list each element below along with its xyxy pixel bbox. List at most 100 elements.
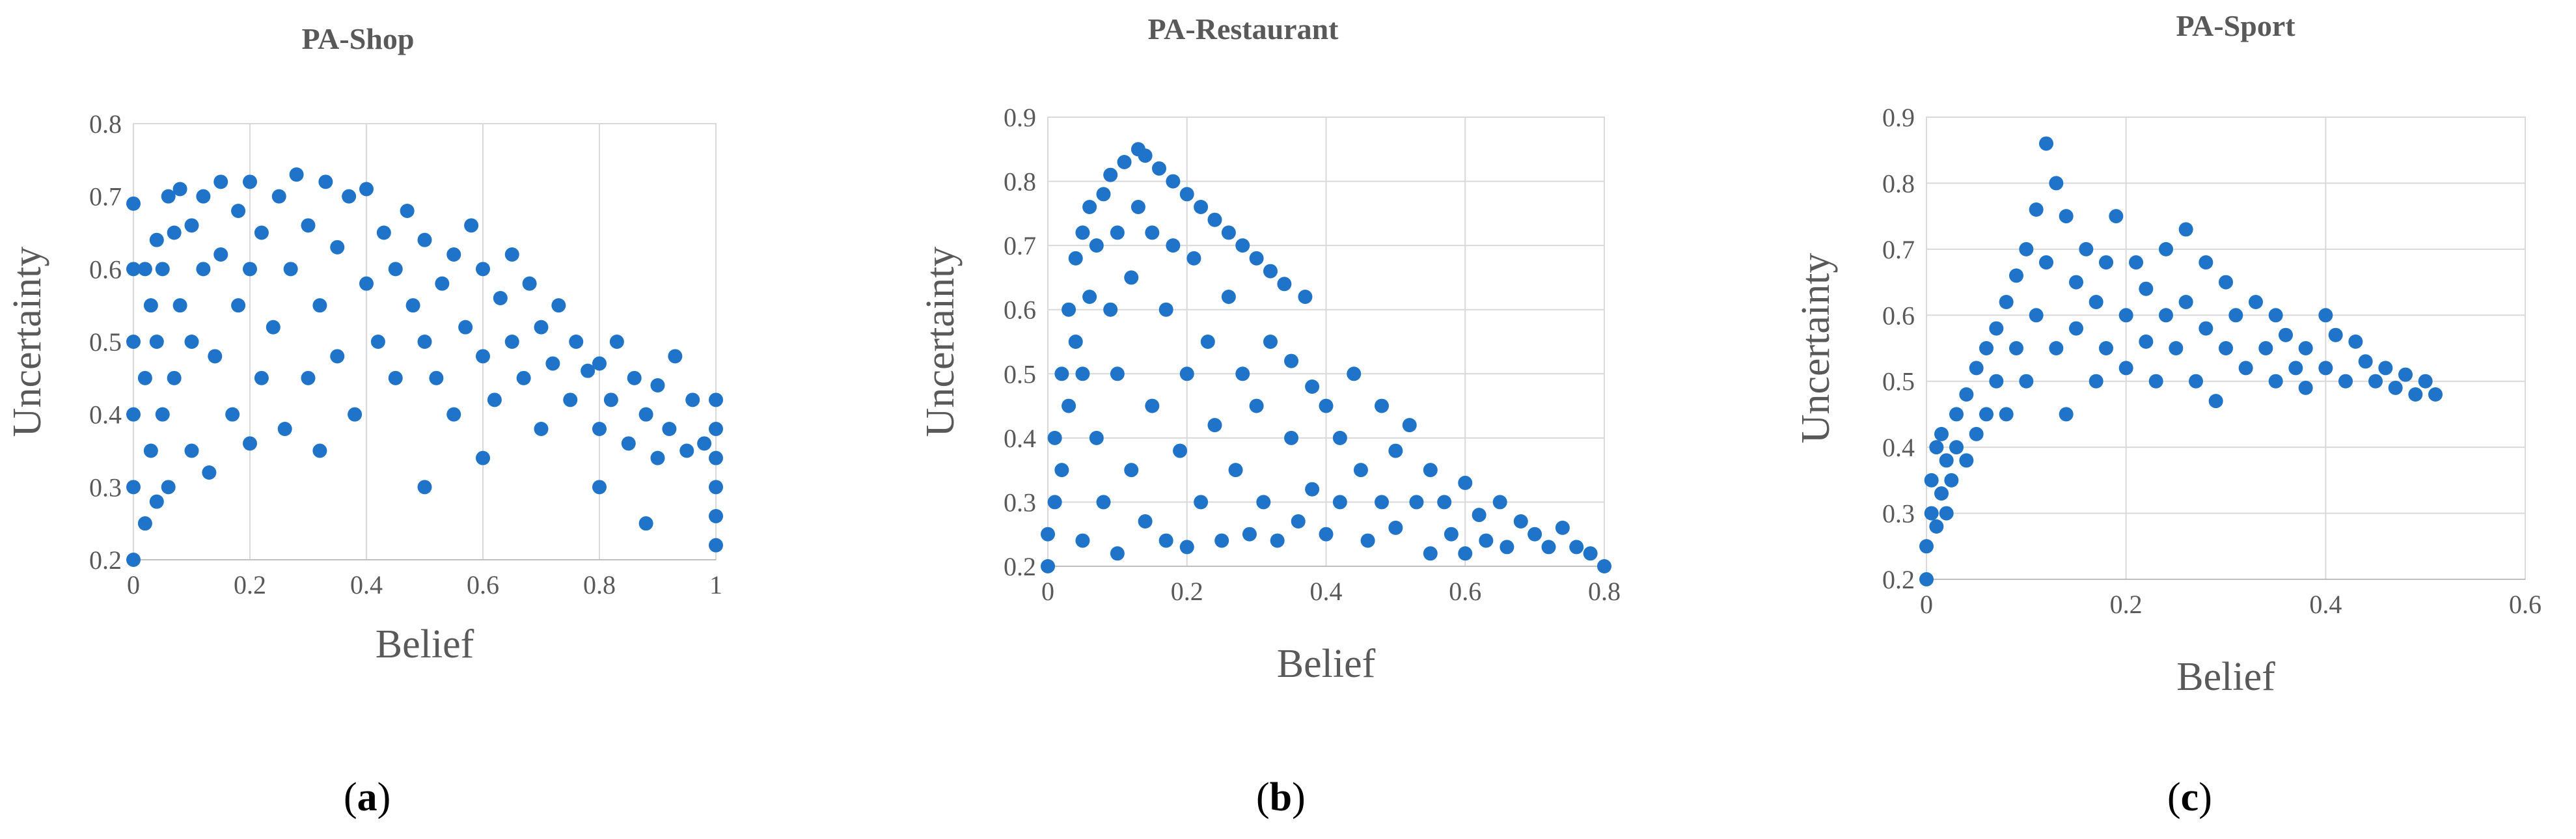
data-point [668, 349, 683, 364]
data-point [1458, 475, 1473, 490]
data-point [184, 218, 199, 233]
data-point [1437, 495, 1452, 510]
data-point [446, 247, 461, 262]
data-point [172, 298, 187, 313]
y-tick-label: 0.5 [1004, 359, 1036, 389]
data-point [621, 436, 636, 451]
data-point [137, 370, 152, 385]
data-point [196, 262, 211, 277]
data-point [2099, 341, 2113, 355]
data-point [1959, 453, 1974, 468]
x-tick-label: 1 [709, 570, 722, 599]
data-point [312, 298, 327, 313]
data-point [1173, 443, 1188, 458]
y-tick-label: 0.3 [1004, 488, 1036, 517]
data-point [149, 232, 164, 247]
y-tick-label: 0.6 [1004, 296, 1036, 325]
data-point [1924, 473, 1939, 488]
data-point [196, 189, 211, 204]
data-point [2298, 380, 2313, 395]
data-point [1166, 174, 1181, 189]
data-point [581, 363, 596, 378]
data-point [126, 407, 141, 422]
data-point [2378, 361, 2393, 376]
data-point [2029, 202, 2044, 217]
data-point [2118, 361, 2133, 376]
data-point [283, 262, 298, 277]
data-point [2298, 341, 2313, 355]
data-point [2029, 308, 2044, 323]
data-point [2159, 241, 2173, 256]
data-point [2279, 327, 2293, 342]
data-point [1423, 463, 1438, 478]
data-point [1138, 514, 1153, 529]
data-point [172, 182, 187, 197]
data-point [1284, 430, 1299, 445]
data-point [592, 480, 607, 495]
x-axis-label: Belief [2176, 655, 2275, 699]
data-point [2099, 255, 2113, 270]
data-point [592, 356, 607, 371]
data-point [1103, 167, 1118, 182]
data-point [709, 480, 723, 495]
data-point [1158, 533, 1173, 548]
data-point [126, 335, 141, 349]
data-point [1158, 302, 1173, 317]
y-tick-label: 0.2 [1882, 565, 1915, 594]
data-point [2009, 341, 2023, 355]
data-point [417, 335, 432, 349]
data-point [1263, 264, 1278, 279]
x-tick-label: 0.4 [350, 570, 383, 599]
data-point [2408, 387, 2423, 402]
data-point [1228, 463, 1243, 478]
data-point [2178, 222, 2193, 237]
data-point [2039, 136, 2053, 151]
x-tick-label: 0.6 [467, 570, 499, 599]
chart-panel-shop: PA-Shop 0.2 0.3 0.4 0.5 0.6 0.7 0.8 0 0.2 0.4 0.6 0.… [0, 0, 846, 839]
data-point [1919, 572, 1934, 586]
data-point [1597, 559, 1611, 573]
y-tick-label: 0.3 [89, 473, 122, 502]
y-tick-label: 0.9 [1882, 103, 1915, 132]
data-point [1256, 495, 1271, 510]
data-point [592, 422, 607, 436]
data-point [435, 276, 450, 291]
data-point [1041, 527, 1055, 542]
y-tick-label: 0.7 [89, 182, 122, 212]
data-point [1949, 407, 1964, 422]
data-point [388, 370, 403, 385]
data-point [1375, 495, 1389, 510]
data-point [2059, 209, 2074, 224]
data-point [2079, 241, 2094, 256]
data-point [2318, 361, 2333, 376]
data-point [1409, 495, 1424, 510]
y-tick-label: 0.6 [89, 254, 122, 284]
data-point [493, 291, 508, 305]
data-point [446, 407, 461, 422]
data-point [2089, 295, 2103, 309]
data-point [1929, 519, 1944, 534]
caption-letter: c [2180, 775, 2199, 819]
data-point [1277, 277, 1292, 292]
data-point [1207, 418, 1222, 433]
data-point [1068, 335, 1083, 349]
data-point [679, 443, 694, 458]
data-point [1041, 559, 1055, 573]
data-point [1207, 212, 1222, 227]
data-point [2189, 374, 2203, 389]
x-tick-label: 0 [1920, 590, 1933, 619]
data-point [1235, 238, 1250, 253]
data-point [2109, 209, 2124, 224]
data-point [1541, 540, 1556, 555]
data-point [1989, 374, 2004, 389]
panel-caption-b: (b) [1256, 775, 1306, 819]
data-point [1082, 200, 1097, 214]
data-point [709, 422, 723, 436]
data-point [184, 335, 199, 349]
data-point [429, 370, 444, 385]
data-point [348, 407, 363, 422]
data-point [1999, 295, 2014, 309]
y-tick-label: 0.6 [1882, 301, 1915, 330]
data-point [1583, 546, 1598, 561]
data-point [312, 443, 327, 458]
